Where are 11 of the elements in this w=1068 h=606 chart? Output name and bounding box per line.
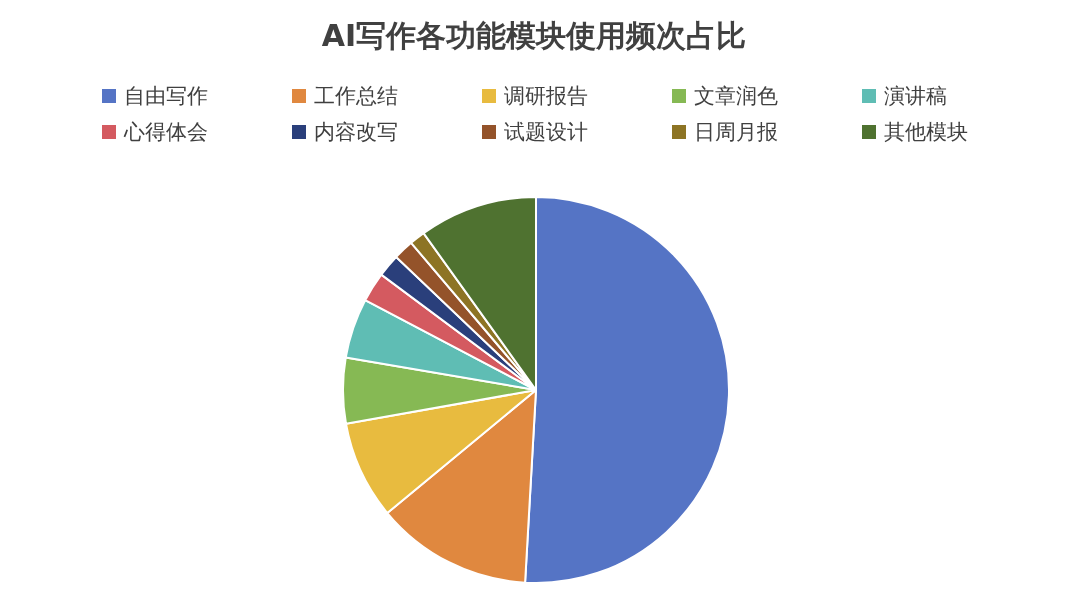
- legend-label: 日周月报: [694, 120, 778, 144]
- legend-label: 演讲稿: [884, 84, 947, 108]
- legend-label: 文章润色: [694, 84, 778, 108]
- chart-title: AI写作各功能模块使用频次占比: [321, 18, 747, 53]
- legend-label: 调研报告: [504, 84, 588, 108]
- legend-label: 工作总结: [314, 84, 398, 108]
- legend-label: 内容改写: [314, 120, 398, 144]
- legend-label: 自由写作: [124, 84, 208, 108]
- legend-label: 试题设计: [504, 120, 588, 144]
- legend-label: 心得体会: [123, 120, 208, 144]
- legend-label: 其他模块: [884, 120, 968, 144]
